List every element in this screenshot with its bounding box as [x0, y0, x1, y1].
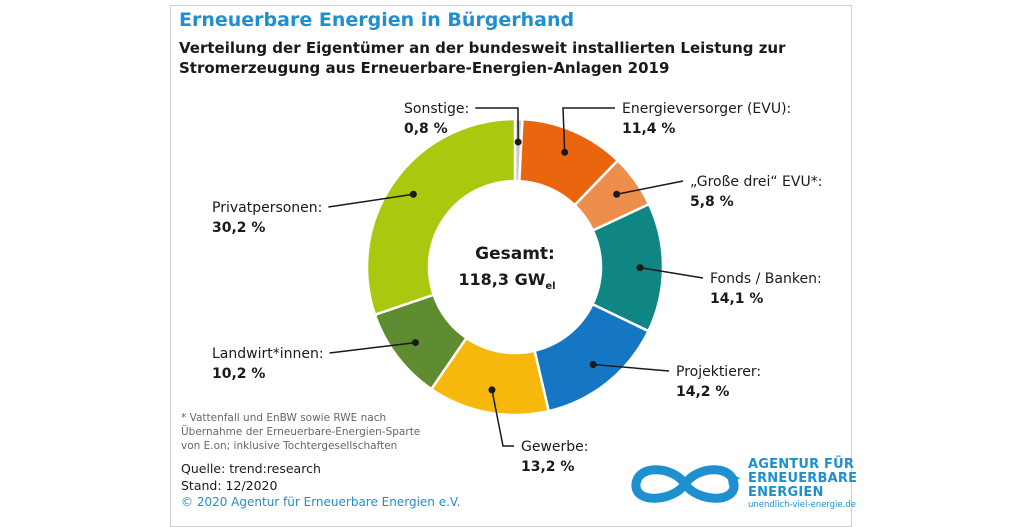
category-label-landwirt-innen: Landwirt*innen:	[212, 346, 324, 362]
stand-text: Stand: 12/2020	[181, 478, 278, 493]
leader-line-sonstige	[475, 107, 519, 143]
leader-line-fonds-banken	[639, 266, 704, 279]
logo-line-2: ERNEUERBARE	[748, 471, 858, 486]
value-label-projektierer: 14,2 %	[676, 384, 729, 400]
source-text: Quelle: trend:research	[181, 461, 321, 476]
logo-url: unendlich-viel-energie.de	[748, 500, 856, 510]
value-label-landwirt-innen: 10,2 %	[212, 366, 265, 382]
value-label-energieversorger-evu: 11,4 %	[622, 121, 675, 137]
donut-chart: Sonstige: 0,8 % Energieversorger (EVU): 11,…	[212, 101, 822, 475]
logo-line-1: AGENTUR FÜR	[748, 457, 855, 472]
leader-dot-sonstige	[514, 138, 522, 146]
footnote-line-3: von E.on; inklusive Tochtergesellschafte…	[181, 440, 398, 452]
value-label-große-drei-evu: 5,8 %	[690, 194, 734, 210]
leader-dot-landwirt-innen	[411, 339, 419, 347]
leader-dot-gewerbe	[488, 386, 496, 394]
leader-dot-große-drei-evu	[613, 190, 621, 198]
chart-title: Erneuerbare Energien in Bürgerhand	[179, 9, 575, 31]
leader-dot-projektierer	[589, 361, 597, 369]
value-label-sonstige: 0,8 %	[404, 121, 448, 137]
category-label-große-drei-evu: „Große drei“ EVU*:	[690, 174, 822, 190]
leader-line-projektierer	[593, 363, 670, 372]
category-label-gewerbe: Gewerbe:	[521, 439, 589, 455]
leader-line-energieversorger-evu	[562, 107, 615, 153]
center-total-label: Gesamt:	[475, 244, 555, 264]
center-total-value: 118,3 GWel	[458, 270, 555, 292]
leader-dot-energieversorger-evu	[561, 148, 569, 156]
value-label-gewerbe: 13,2 %	[521, 459, 574, 475]
subtitle-line-1: Verteilung der Eigentümer an der bundesw…	[179, 39, 786, 57]
category-label-projektierer: Projektierer:	[676, 364, 761, 380]
leader-dot-fonds-banken	[636, 264, 644, 272]
footnote-line-1: * Vattenfall und EnBW sowie RWE nach	[181, 412, 387, 424]
footnote-line-2: Übernahme der Erneuerbare-Energien-Spart…	[181, 426, 421, 438]
leader-line-landwirt-innen	[329, 341, 416, 354]
value-label-fonds-banken: 14,1 %	[710, 291, 763, 307]
leader-dot-privatpersonen	[409, 190, 417, 198]
leader-line-gewerbe	[491, 389, 514, 447]
category-label-energieversorger-evu: Energieversorger (EVU):	[622, 101, 791, 117]
copyright-text: © 2020 Agentur für Erneuerbare Energien …	[181, 495, 461, 509]
value-label-privatpersonen: 30,2 %	[212, 220, 265, 236]
chart-subtitle: Verteilung der Eigentümer an der bundesw…	[179, 38, 786, 78]
category-label-sonstige: Sonstige:	[404, 101, 469, 117]
category-label-fonds-banken: Fonds / Banken:	[710, 271, 822, 287]
logo-line-3: ENERGIEN	[748, 485, 824, 500]
leader-line-privatpersonen	[328, 193, 414, 208]
logo-wordmark: AGENTUR FÜR ERNEUERBARE ENERGIEN	[748, 458, 857, 500]
category-label-privatpersonen: Privatpersonen:	[212, 200, 322, 216]
infinity-logo-icon	[631, 465, 740, 503]
footnote: * Vattenfall und EnBW sowie RWE nach Übe…	[181, 411, 420, 453]
leader-line-große-drei-evu	[616, 180, 684, 195]
infographic-card	[170, 5, 852, 527]
donut-slice-privatpersonen	[365, 117, 517, 317]
subtitle-line-2: Stromerzeugung aus Erneuerbare-Energien-…	[179, 59, 670, 77]
